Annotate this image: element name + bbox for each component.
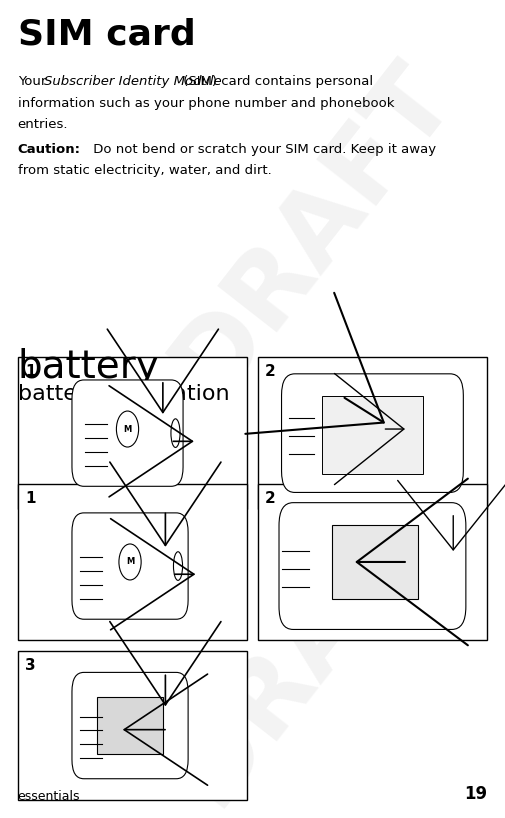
Text: essentials: essentials bbox=[18, 790, 80, 803]
Bar bbox=[258, 357, 487, 509]
Text: 1: 1 bbox=[25, 491, 36, 506]
Circle shape bbox=[117, 411, 139, 447]
Bar bbox=[18, 484, 247, 640]
Text: from static electricity, water, and dirt.: from static electricity, water, and dirt… bbox=[18, 164, 271, 178]
Text: M: M bbox=[126, 557, 134, 567]
Bar bbox=[258, 484, 487, 640]
Text: DRAFT: DRAFT bbox=[154, 454, 473, 818]
Text: M: M bbox=[123, 425, 132, 434]
Text: battery: battery bbox=[18, 348, 160, 385]
Ellipse shape bbox=[171, 419, 180, 447]
Text: (SIM) card contains personal: (SIM) card contains personal bbox=[179, 75, 373, 88]
Text: 1: 1 bbox=[25, 364, 36, 379]
Ellipse shape bbox=[174, 551, 183, 581]
Text: battery installation: battery installation bbox=[18, 384, 229, 404]
Text: 19: 19 bbox=[464, 785, 487, 803]
FancyBboxPatch shape bbox=[72, 380, 183, 486]
Text: Do not bend or scratch your SIM card. Keep it away: Do not bend or scratch your SIM card. Ke… bbox=[89, 143, 436, 156]
Bar bbox=[18, 357, 247, 509]
FancyBboxPatch shape bbox=[72, 513, 188, 619]
Text: 2: 2 bbox=[265, 491, 276, 506]
Text: SIM card: SIM card bbox=[18, 18, 195, 52]
FancyBboxPatch shape bbox=[279, 502, 466, 630]
FancyBboxPatch shape bbox=[322, 396, 423, 474]
Text: entries.: entries. bbox=[18, 118, 68, 131]
Text: 2: 2 bbox=[265, 364, 276, 379]
Text: Caution:: Caution: bbox=[18, 143, 81, 156]
Text: Subscriber Identity Module: Subscriber Identity Module bbox=[44, 75, 222, 88]
Circle shape bbox=[119, 544, 141, 580]
Text: information such as your phone number and phonebook: information such as your phone number an… bbox=[18, 97, 394, 110]
FancyBboxPatch shape bbox=[97, 697, 163, 754]
Text: 3: 3 bbox=[25, 658, 36, 672]
Text: Your: Your bbox=[18, 75, 50, 88]
Bar bbox=[18, 651, 247, 800]
Text: DRAFT: DRAFT bbox=[154, 45, 473, 413]
FancyBboxPatch shape bbox=[72, 672, 188, 779]
FancyBboxPatch shape bbox=[332, 525, 418, 599]
FancyBboxPatch shape bbox=[282, 374, 464, 492]
